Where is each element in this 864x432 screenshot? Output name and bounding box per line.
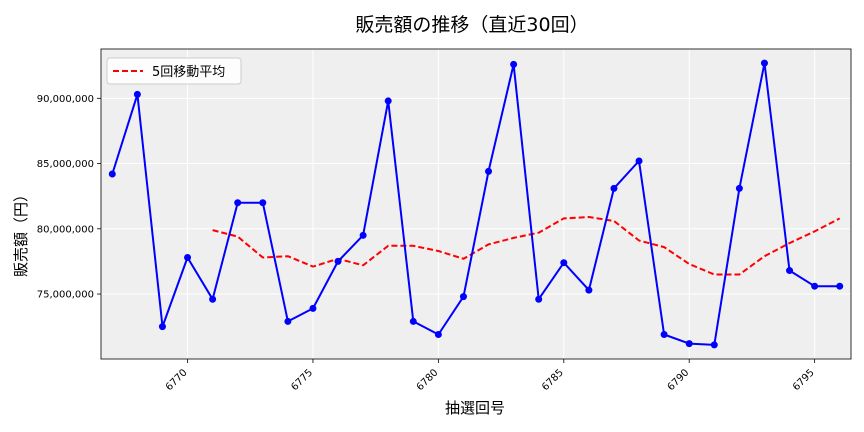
- sales-point: [234, 199, 242, 207]
- x-tick-label: 6780: [415, 367, 441, 393]
- sales-point: [836, 282, 844, 290]
- sales-point: [560, 259, 568, 267]
- sales-point: [284, 317, 292, 325]
- x-axis-label: 抽選回号: [445, 399, 505, 417]
- sales-point: [811, 282, 819, 290]
- y-axis-label: 販売額（円）: [12, 187, 30, 277]
- sales-point: [459, 293, 467, 301]
- sales-point: [409, 317, 417, 325]
- grid-lines: [101, 49, 851, 359]
- legend: 5回移動平均: [106, 57, 242, 85]
- sales-point: [384, 97, 392, 105]
- sales-point: [710, 341, 718, 349]
- y-tick-label: 85,000,000: [37, 159, 94, 170]
- y-tick-label: 90,000,000: [37, 94, 94, 105]
- series-layer: [108, 59, 844, 349]
- chart-title: 販売額の推移（直近30回）: [355, 14, 588, 36]
- sales-point: [786, 267, 794, 275]
- sales-point: [760, 59, 768, 67]
- sales-point: [610, 184, 618, 192]
- sales-point: [309, 304, 317, 312]
- sales-point: [259, 199, 267, 207]
- sales-point: [108, 170, 116, 178]
- sales-point: [735, 184, 743, 192]
- sales-point: [635, 157, 643, 165]
- x-tick-label: 6770: [164, 367, 190, 393]
- plot-area: [101, 49, 851, 359]
- sales-point: [434, 330, 442, 338]
- x-tick-label: 6785: [540, 367, 566, 393]
- legend-label-moving-average: 5回移動平均: [152, 65, 225, 80]
- y-tick-label: 75,000,000: [37, 290, 94, 301]
- sales-point: [660, 330, 668, 338]
- sales-point: [585, 286, 593, 294]
- x-tick-label: 6795: [791, 367, 817, 393]
- sales-line: [111, 62, 840, 346]
- sales-point: [158, 323, 166, 331]
- sales-point: [510, 60, 518, 68]
- plot-frame: [100, 48, 852, 360]
- sales-point: [535, 295, 543, 303]
- sales-point: [334, 257, 342, 265]
- sales-point: [685, 340, 693, 348]
- legend-box: [106, 57, 242, 85]
- sales-point: [133, 90, 141, 98]
- sales-point: [209, 295, 217, 303]
- sales-point: [485, 167, 493, 175]
- sales-point: [184, 253, 192, 261]
- moving-average-line: [212, 216, 841, 276]
- x-tick-label: 6790: [666, 367, 692, 393]
- y-tick-label: 80,000,000: [37, 224, 94, 235]
- x-tick-label: 6775: [289, 367, 315, 393]
- sales-point: [359, 231, 367, 239]
